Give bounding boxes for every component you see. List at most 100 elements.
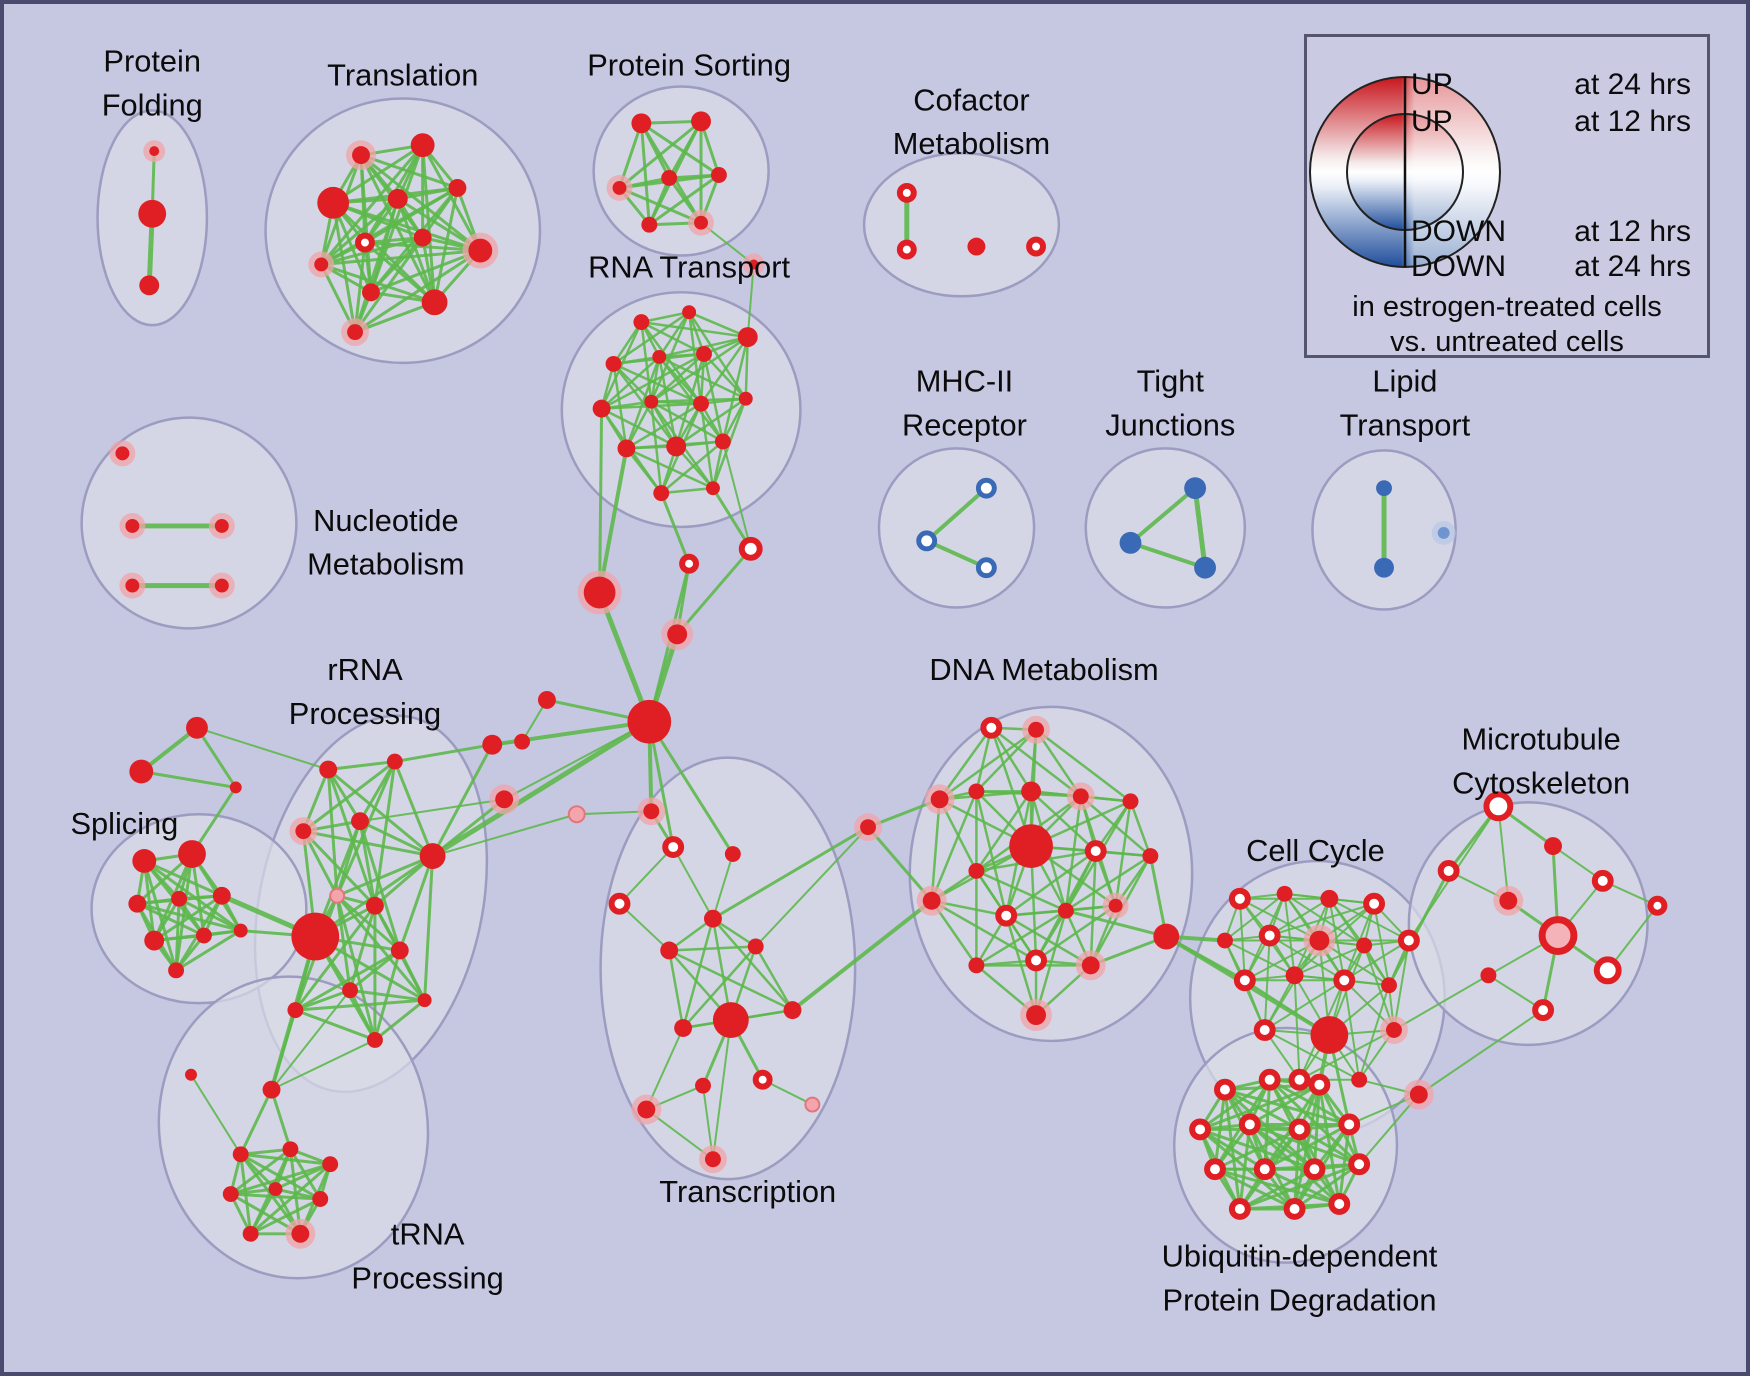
network-edge bbox=[348, 988, 377, 1042]
network-edge bbox=[711, 853, 734, 920]
network-edge bbox=[1358, 1093, 1420, 1166]
node-rr11 bbox=[366, 1031, 383, 1048]
network-edge bbox=[975, 790, 1008, 917]
network-edge bbox=[270, 989, 352, 1091]
network-edge bbox=[249, 1197, 322, 1236]
legend-caption-line2: vs. untreated cells bbox=[1390, 326, 1624, 358]
network-edge bbox=[1417, 1009, 1545, 1096]
network-edge bbox=[600, 352, 706, 410]
node-rc1 bbox=[482, 734, 503, 755]
network-edge bbox=[335, 894, 352, 992]
node-rt11 bbox=[617, 439, 636, 458]
node-cc11 bbox=[1285, 966, 1304, 985]
network-edge bbox=[1263, 1029, 1361, 1081]
network-edge bbox=[625, 402, 703, 450]
cluster-transcription bbox=[599, 756, 857, 1181]
cluster-label-microtubule-cytoskeleton: Microtubule bbox=[1462, 722, 1621, 757]
network-edge bbox=[866, 825, 934, 903]
cluster-label-protein-folding: Protein bbox=[103, 44, 201, 79]
node-ub3 bbox=[1308, 1073, 1331, 1096]
network-edge bbox=[229, 1147, 292, 1196]
node-rt4 bbox=[652, 349, 667, 364]
node-mt7 bbox=[1593, 956, 1622, 985]
node-tr8 bbox=[468, 238, 493, 263]
legend-row: DOWN at 24 hrs bbox=[1307, 250, 1707, 284]
node-mt1 bbox=[1483, 791, 1514, 822]
network-edge bbox=[1497, 805, 1510, 902]
network-edge bbox=[335, 894, 427, 1002]
network-edge bbox=[239, 1088, 274, 1156]
network-edge bbox=[672, 846, 714, 920]
network-edge bbox=[174, 897, 181, 972]
node-rr9 bbox=[342, 982, 359, 999]
node-tr6 bbox=[355, 232, 375, 253]
node-tr1 bbox=[352, 146, 370, 165]
node-tx10 bbox=[783, 1001, 802, 1020]
node-rt7 bbox=[592, 399, 611, 418]
network-edge bbox=[229, 1162, 332, 1196]
node-rr3 bbox=[295, 823, 312, 840]
node-tn2 bbox=[262, 1080, 281, 1099]
legend-row: DOWN at 12 hrs bbox=[1307, 215, 1707, 249]
node-tj3 bbox=[1194, 556, 1217, 579]
network-edge bbox=[924, 538, 989, 570]
network-edge bbox=[1128, 540, 1208, 570]
node-tb2 bbox=[282, 1141, 299, 1158]
network-edge bbox=[239, 1147, 292, 1156]
node-mt8 bbox=[1480, 967, 1497, 984]
node-tx13 bbox=[637, 1100, 656, 1119]
node-tb5 bbox=[268, 1182, 283, 1197]
network-edge bbox=[190, 1073, 242, 1156]
node-rr10 bbox=[287, 1002, 304, 1019]
node-pf2 bbox=[138, 199, 167, 228]
node-sp4 bbox=[171, 890, 188, 907]
node-st2 bbox=[129, 759, 154, 784]
network-edge bbox=[597, 590, 652, 725]
network-edge bbox=[430, 719, 652, 859]
node-ccn bbox=[1153, 923, 1180, 950]
up-down-gradient-circle-icon bbox=[1309, 76, 1501, 268]
node-dm10 bbox=[1142, 848, 1159, 864]
node-tb6 bbox=[312, 1191, 329, 1207]
node-st3 bbox=[229, 781, 242, 794]
legend-direction: DOWN bbox=[1411, 250, 1506, 283]
node-cc15 bbox=[1253, 1019, 1276, 1041]
node-cc8 bbox=[1356, 937, 1373, 954]
node-mh3 bbox=[975, 557, 997, 579]
node-nm1 bbox=[115, 446, 130, 461]
network-edge bbox=[647, 173, 721, 227]
node-tr2 bbox=[410, 133, 435, 158]
cluster-label-trna-processing: Processing bbox=[351, 1260, 503, 1295]
network-edge bbox=[1129, 800, 1152, 858]
network-edge bbox=[1392, 939, 1410, 1031]
network-edge bbox=[319, 143, 425, 266]
network-edge bbox=[293, 998, 427, 1012]
cluster-label-ubiquitin-degradation: Protein Degradation bbox=[1163, 1282, 1437, 1317]
network-edge bbox=[270, 1008, 297, 1092]
network-edge bbox=[319, 262, 437, 304]
network-edge bbox=[195, 726, 238, 789]
legend-row: UP at 12 hrs bbox=[1307, 105, 1707, 139]
node-cn6 bbox=[514, 733, 531, 750]
node-cc6 bbox=[1258, 924, 1281, 947]
node-tx15 bbox=[704, 1151, 721, 1168]
node-cc4 bbox=[1363, 892, 1386, 915]
node-dm6 bbox=[1072, 788, 1089, 805]
network-edge bbox=[398, 948, 427, 1002]
node-rr13 bbox=[329, 887, 346, 904]
node-ps2 bbox=[691, 111, 711, 132]
network-edge bbox=[650, 335, 749, 403]
network-edge bbox=[1263, 979, 1346, 1031]
node-tb1 bbox=[232, 1146, 249, 1163]
node-dm17 bbox=[968, 957, 985, 974]
legend-row: UP at 24 hrs bbox=[1307, 68, 1707, 102]
network-edge bbox=[600, 320, 643, 410]
node-dm8 bbox=[1009, 824, 1053, 868]
network-edge bbox=[639, 119, 703, 125]
node-nm4 bbox=[125, 578, 140, 593]
network-edge bbox=[1128, 486, 1198, 545]
node-tr3 bbox=[317, 186, 350, 219]
node-dm14 bbox=[1057, 902, 1074, 919]
network-edge bbox=[1263, 1122, 1351, 1171]
cluster-label-cell-cycle: Cell Cycle bbox=[1246, 833, 1385, 868]
